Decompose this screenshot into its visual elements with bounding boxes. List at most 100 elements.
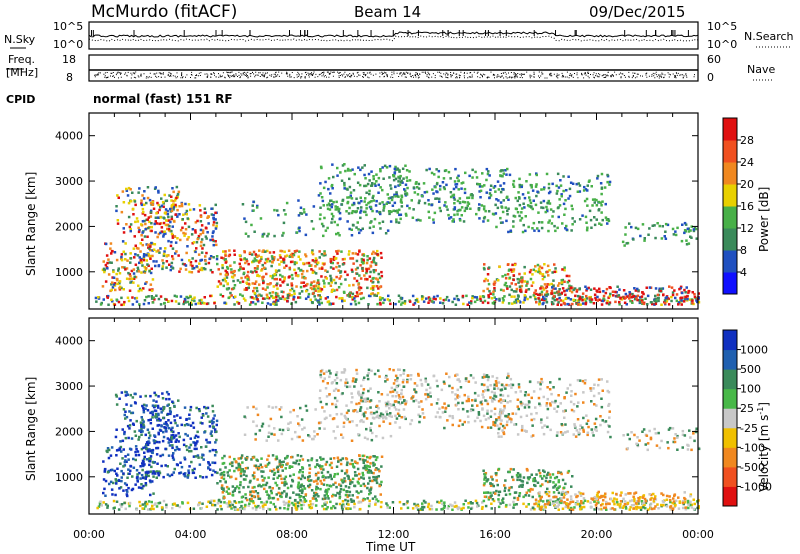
heatmap-cell bbox=[331, 261, 334, 265]
heatmap-cell bbox=[435, 197, 438, 200]
heatmap-cell bbox=[238, 501, 241, 504]
heatmap-cell bbox=[343, 414, 347, 418]
heatmap-cell bbox=[462, 506, 465, 510]
heatmap-cell bbox=[523, 196, 527, 200]
heatmap-cell bbox=[149, 411, 152, 415]
heatmap-cell bbox=[261, 422, 265, 426]
heatmap-cell bbox=[491, 375, 494, 378]
heatmap-cell bbox=[253, 485, 256, 489]
heatmap-cell bbox=[197, 302, 200, 305]
heatmap-cell bbox=[394, 421, 397, 424]
heatmap-cell bbox=[400, 392, 403, 396]
heatmap-cell bbox=[206, 415, 210, 418]
heatmap-cell bbox=[180, 423, 183, 427]
heatmap-cell bbox=[179, 228, 183, 232]
heatmap-cell bbox=[285, 254, 289, 257]
heatmap-cell bbox=[187, 236, 190, 239]
heatmap-cell bbox=[577, 182, 580, 185]
heatmap-cell bbox=[221, 264, 224, 267]
heatmap-cell bbox=[99, 303, 103, 306]
heatmap-cell bbox=[339, 217, 342, 220]
heatmap-cell bbox=[359, 277, 363, 280]
heatmap-cell bbox=[379, 505, 383, 509]
heatmap-cell bbox=[482, 217, 486, 220]
heatmap-cell bbox=[540, 188, 543, 191]
heatmap-cell bbox=[172, 433, 175, 437]
heatmap-cell bbox=[144, 483, 148, 487]
heatmap-cell bbox=[540, 293, 543, 296]
heatmap-cell bbox=[296, 454, 300, 457]
heatmap-cell bbox=[170, 199, 173, 202]
heatmap-cell bbox=[505, 219, 508, 223]
heatmap-cell bbox=[486, 385, 489, 389]
heatmap-cell bbox=[578, 295, 581, 299]
heatmap-cell bbox=[243, 217, 246, 220]
heatmap-cell bbox=[381, 436, 385, 440]
heatmap-cell bbox=[535, 301, 538, 304]
heatmap-cell bbox=[362, 412, 366, 415]
heatmap-cell bbox=[170, 209, 174, 213]
heatmap-cell bbox=[269, 489, 273, 493]
heatmap-cell bbox=[170, 229, 173, 233]
heatmap-cell bbox=[388, 407, 391, 410]
heatmap-cell bbox=[394, 379, 397, 382]
heatmap-cell bbox=[154, 415, 157, 418]
heatmap-cell bbox=[443, 382, 446, 385]
heatmap-cell bbox=[225, 276, 229, 279]
heatmap-cell bbox=[471, 168, 474, 172]
noise-right-tick-low: 10^0 bbox=[707, 38, 737, 51]
heatmap-cell bbox=[155, 260, 158, 263]
heatmap-cell bbox=[288, 292, 291, 296]
heatmap-cell bbox=[280, 477, 283, 481]
heatmap-cell bbox=[302, 275, 306, 279]
power-ylabel: Slant Range [km] bbox=[24, 172, 38, 276]
heatmap-cell bbox=[239, 293, 242, 296]
heatmap-cell bbox=[163, 250, 166, 253]
heatmap-cell bbox=[115, 449, 119, 452]
heatmap-cell bbox=[388, 403, 392, 406]
heatmap-cell bbox=[482, 499, 486, 503]
heatmap-cell bbox=[290, 302, 293, 305]
heatmap-cell bbox=[335, 465, 339, 468]
heatmap-cell bbox=[402, 408, 406, 411]
heatmap-cell bbox=[381, 188, 384, 192]
heatmap-cell bbox=[277, 468, 280, 471]
heatmap-cell bbox=[281, 234, 284, 237]
heatmap-cell bbox=[275, 277, 278, 281]
heatmap-cell bbox=[133, 430, 137, 433]
heatmap-cell bbox=[319, 287, 322, 290]
heatmap-cell bbox=[463, 191, 467, 195]
heatmap-cell bbox=[249, 490, 252, 494]
heatmap-cell bbox=[181, 218, 184, 221]
heatmap-cell bbox=[188, 303, 191, 306]
heatmap-cell bbox=[143, 213, 147, 217]
heatmap-cell bbox=[445, 183, 448, 187]
heatmap-cell bbox=[343, 270, 347, 274]
heatmap-cell bbox=[435, 508, 438, 511]
heatmap-cell bbox=[213, 454, 217, 457]
heatmap-cell bbox=[110, 252, 113, 255]
heatmap-cell bbox=[365, 270, 369, 273]
heatmap-cell bbox=[134, 203, 137, 207]
heatmap-cell bbox=[541, 274, 544, 277]
heatmap-cell bbox=[281, 463, 284, 467]
heatmap-cell bbox=[457, 179, 460, 183]
heatmap-cell bbox=[248, 303, 252, 306]
heatmap-cell bbox=[280, 297, 283, 300]
heatmap-cell bbox=[380, 465, 383, 468]
heatmap-cell bbox=[178, 213, 181, 216]
heatmap-cell bbox=[188, 450, 191, 453]
heatmap-cell bbox=[503, 406, 506, 410]
heatmap-cell bbox=[144, 222, 147, 226]
heatmap-cell bbox=[348, 196, 351, 199]
heatmap-cell bbox=[295, 493, 298, 496]
heatmap-cell bbox=[284, 457, 287, 460]
heatmap-cell bbox=[563, 268, 566, 272]
heatmap-cell bbox=[564, 207, 567, 211]
heatmap-cell bbox=[447, 404, 450, 407]
heatmap-cell bbox=[329, 260, 333, 263]
heatmap-cell bbox=[560, 303, 563, 307]
heatmap-cell bbox=[191, 228, 195, 231]
heatmap-cell bbox=[252, 250, 256, 254]
